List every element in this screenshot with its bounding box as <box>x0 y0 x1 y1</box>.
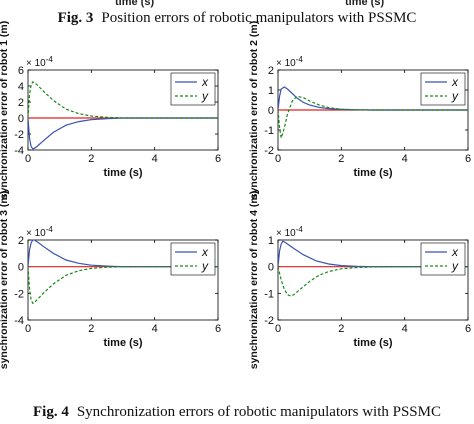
x-tick-label: 4 <box>402 323 408 335</box>
y-tick-label: 6 <box>18 65 24 77</box>
y-multiplier: × 10-4 <box>26 225 53 239</box>
cut-label-right: time (s) <box>345 0 385 8</box>
y-tick-label: 0 <box>268 262 274 274</box>
y-multiplier-exponent: -4 <box>296 55 304 64</box>
y-multiplier: × 10-4 <box>26 55 53 69</box>
y-tick-label: 2 <box>268 65 274 77</box>
x-tick-label: 6 <box>465 323 471 335</box>
legend-box <box>170 72 216 106</box>
series-line-y <box>278 266 468 297</box>
x-axis-label: time (s) <box>103 337 142 349</box>
y-tick-label: -2 <box>264 145 274 157</box>
x-tick-label: 4 <box>152 153 158 165</box>
y-tick-label: -1 <box>264 288 274 300</box>
x-tick-label: 0 <box>25 323 31 335</box>
legend-label-x: x <box>451 75 459 89</box>
series-line-y <box>278 95 468 139</box>
x-tick-label: 0 <box>275 153 281 165</box>
x-axis-label: time (s) <box>353 337 392 349</box>
y-multiplier-exponent: -4 <box>46 55 54 64</box>
series-line-x <box>28 117 218 150</box>
legend: xy <box>170 242 216 276</box>
series-line-x <box>278 240 468 268</box>
legend: xy <box>420 72 466 106</box>
x-tick-label: 4 <box>152 323 158 335</box>
legend-box <box>420 242 466 276</box>
legend-label-x: x <box>201 75 209 89</box>
series-line-x <box>28 240 218 268</box>
legend-label-y: y <box>201 89 209 103</box>
x-tick-label: 0 <box>275 323 281 335</box>
y-tick-label: -2 <box>264 315 274 327</box>
legend-label-y: y <box>201 259 209 273</box>
y-tick-label: -2 <box>14 288 24 300</box>
x-tick-label: 2 <box>338 153 344 165</box>
x-tick-label: 2 <box>88 153 94 165</box>
legend-box <box>170 242 216 276</box>
figure-4-caption: Fig. 4 Synchronization errors of robotic … <box>0 404 474 421</box>
y-tick-label: 0 <box>18 262 24 274</box>
y-tick-label: 0 <box>268 105 274 117</box>
x-axis-label: time (s) <box>353 167 392 179</box>
figure-3-caption: Fig. 3 Position errors of robotic manipul… <box>0 10 474 27</box>
x-tick-label: 4 <box>402 153 408 165</box>
y-tick-label: -2 <box>14 129 24 141</box>
y-tick-label: -1 <box>264 125 274 137</box>
y-axis-label: synchronization error of robot 2 (m) <box>248 21 260 200</box>
cut-label-left: time (s) <box>115 0 155 8</box>
series-line-y <box>28 81 218 119</box>
y-multiplier: × 10-4 <box>276 55 303 69</box>
y-multiplier-exponent: -4 <box>296 225 304 234</box>
y-tick-label: -4 <box>14 315 24 327</box>
x-tick-label: 2 <box>88 323 94 335</box>
y-tick-label: 4 <box>18 81 24 93</box>
y-tick-label: 2 <box>18 97 24 109</box>
legend-label-y: y <box>451 259 459 273</box>
y-tick-label: 0 <box>18 113 24 125</box>
figure-3-text: Position errors of robotic manipulators … <box>101 10 417 26</box>
x-tick-label: 0 <box>25 153 31 165</box>
legend: xy <box>420 242 466 276</box>
x-axis-label: time (s) <box>103 167 142 179</box>
y-tick-label: 1 <box>268 235 274 247</box>
x-tick-label: 6 <box>465 153 471 165</box>
legend-label-x: x <box>201 245 209 259</box>
y-axis-label: synchronization error of robot 4 (m) <box>248 191 260 370</box>
figure-3-label: Fig. 3 <box>57 10 94 26</box>
legend-label-x: x <box>451 245 459 259</box>
y-tick-label: 1 <box>268 85 274 97</box>
x-tick-label: 6 <box>215 323 221 335</box>
x-tick-label: 6 <box>215 153 221 165</box>
y-axis-label: synchronization error of robot 3 (m) <box>0 191 10 370</box>
legend: xy <box>170 72 216 106</box>
y-tick-label: 2 <box>18 235 24 247</box>
figure-4-text: Synchronization errors of robotic manipu… <box>76 404 441 420</box>
legend-label-y: y <box>451 89 459 103</box>
y-tick-label: -4 <box>14 145 24 157</box>
y-axis-label: synchronization error of robot 1 (m) <box>0 21 10 200</box>
figure-4-label: Fig. 4 <box>33 404 69 420</box>
y-multiplier-exponent: -4 <box>46 225 54 234</box>
subplot-robot-4: 0 2 4 6 -2 -1 0 1× 10-4 time (s) synchronization … <box>248 191 471 370</box>
x-tick-label: 2 <box>338 323 344 335</box>
legend-box <box>420 72 466 106</box>
series-line-y <box>28 266 218 305</box>
y-multiplier: × 10-4 <box>276 225 303 239</box>
